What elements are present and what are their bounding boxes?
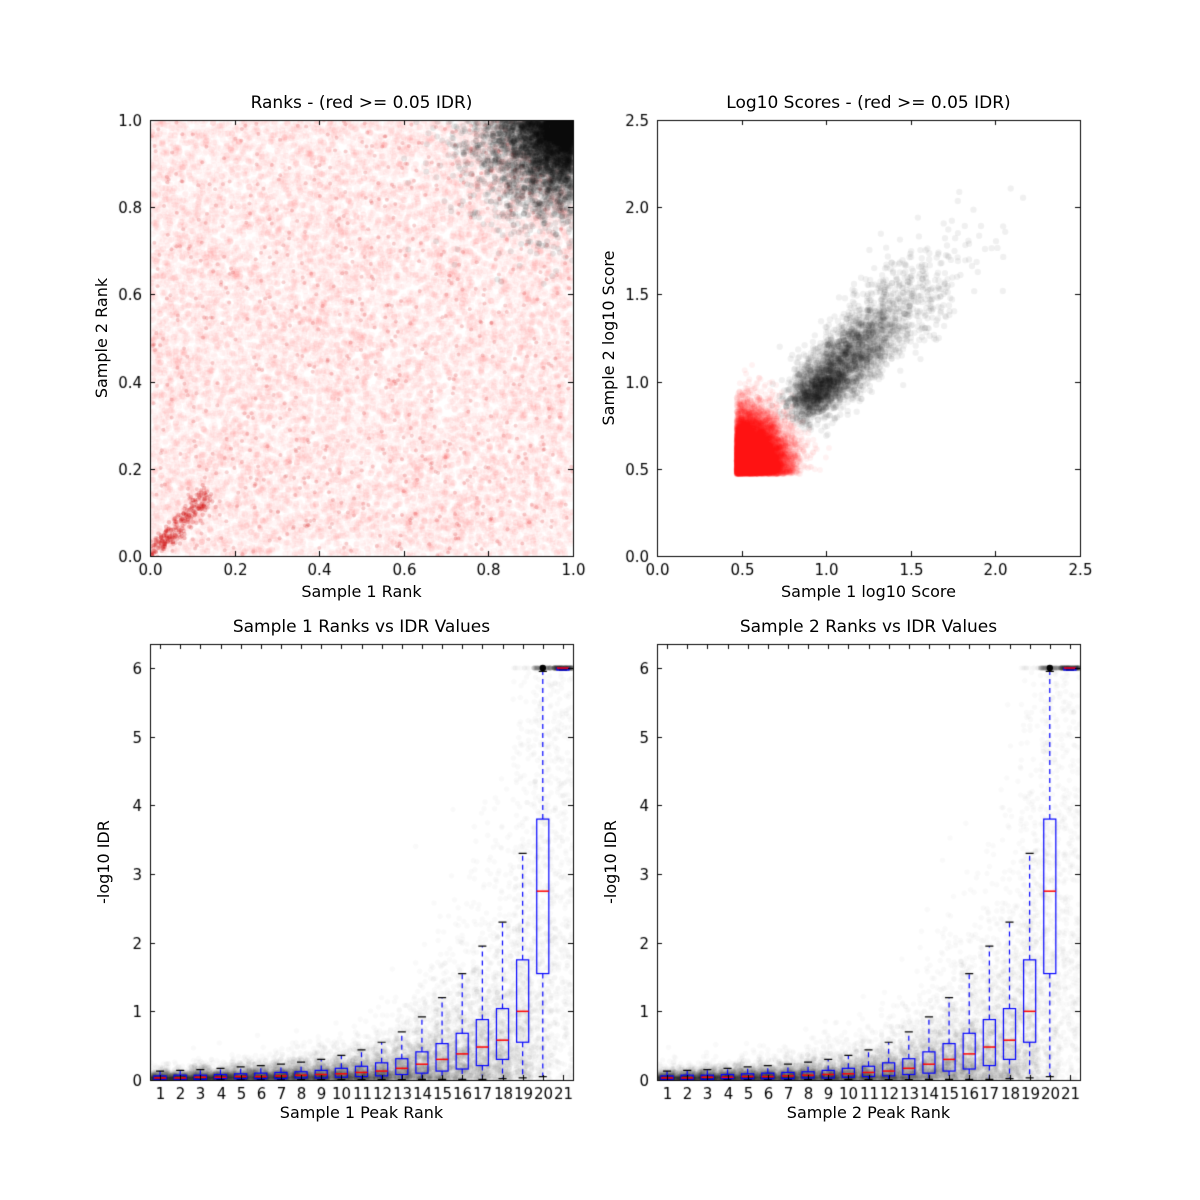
sample1-idr-plot-title: Sample 1 Ranks vs IDR Values [232,617,491,637]
ranks-plot-xlabel: Sample 1 Rank [301,582,422,601]
scores-plot-title: Log10 Scores - (red >= 0.05 IDR) [726,93,1011,113]
sample2-idr-plot-xlabel: Sample 2 Peak Rank [786,1103,951,1122]
scores-plot-ylabel: Sample 2 log10 Score [599,250,618,426]
sample2-idr-plot-ylabel: -log10 IDR [601,820,620,904]
ranks-plot-ylabel: Sample 2 Rank [92,277,111,399]
ranks-plot-title: Ranks - (red >= 0.05 IDR) [250,93,473,113]
sample1-idr-plot-xlabel: Sample 1 Peak Rank [279,1103,444,1122]
sample1-idr-plot-ylabel: -log10 IDR [94,820,113,904]
sample2-idr-plot-title: Sample 2 Ranks vs IDR Values [739,617,998,637]
scores-plot-xlabel: Sample 1 log10 Score [781,582,956,601]
